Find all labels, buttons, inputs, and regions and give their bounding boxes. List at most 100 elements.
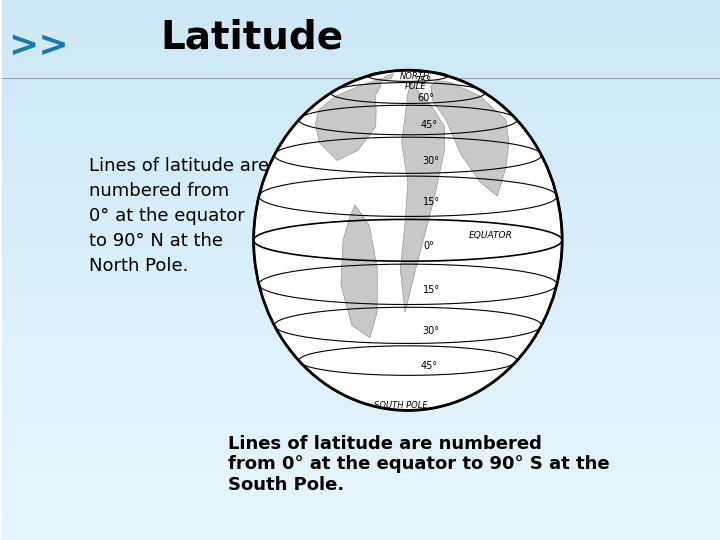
Bar: [2, 497, 720, 502]
Bar: [2, 59, 720, 65]
Bar: [2, 97, 720, 103]
Polygon shape: [315, 78, 382, 160]
Text: Lines of latitude are numbered
from 0° at the equator to 90° S at the
South Pole: Lines of latitude are numbered from 0° a…: [228, 435, 609, 494]
Bar: [2, 151, 720, 157]
Bar: [2, 313, 720, 319]
Bar: [2, 378, 720, 383]
Bar: [2, 427, 720, 432]
Bar: [2, 529, 720, 535]
Bar: [2, 394, 720, 400]
Bar: [2, 119, 720, 124]
Bar: [2, 189, 720, 194]
Bar: [2, 200, 720, 205]
Bar: [2, 27, 720, 32]
Bar: [2, 216, 720, 221]
Bar: [2, 43, 720, 49]
Polygon shape: [341, 205, 377, 338]
Bar: [2, 459, 720, 464]
Ellipse shape: [253, 70, 562, 410]
Text: 45°: 45°: [420, 361, 437, 371]
Bar: [2, 535, 720, 540]
Bar: [2, 367, 720, 373]
Bar: [2, 286, 720, 292]
Bar: [2, 259, 720, 265]
Bar: [2, 340, 720, 346]
Text: 60°: 60°: [418, 93, 435, 103]
Bar: [2, 108, 720, 113]
Text: EQUATOR: EQUATOR: [469, 232, 513, 240]
Polygon shape: [382, 74, 393, 80]
Bar: [2, 157, 720, 162]
Bar: [2, 70, 720, 76]
Bar: [2, 194, 720, 200]
Bar: [2, 86, 720, 92]
Bar: [2, 211, 720, 216]
Bar: [2, 124, 720, 130]
Bar: [2, 410, 720, 416]
Bar: [2, 92, 720, 97]
Text: 15°: 15°: [423, 285, 441, 295]
Bar: [2, 146, 720, 151]
Bar: [2, 81, 720, 86]
Bar: [2, 475, 720, 481]
Text: 15°: 15°: [423, 197, 441, 207]
Text: 30°: 30°: [422, 156, 439, 166]
Bar: [2, 167, 720, 173]
Bar: [2, 184, 720, 189]
Bar: [2, 178, 720, 184]
Bar: [2, 491, 720, 497]
Bar: [2, 518, 720, 524]
Polygon shape: [400, 83, 444, 312]
Bar: [2, 103, 720, 108]
Bar: [2, 389, 720, 394]
Bar: [2, 65, 720, 70]
Text: 45°: 45°: [420, 120, 437, 131]
Bar: [2, 308, 720, 313]
Bar: [2, 351, 720, 356]
Bar: [2, 464, 720, 470]
Text: 75°: 75°: [415, 76, 432, 86]
Bar: [2, 405, 720, 410]
Bar: [2, 238, 720, 243]
Bar: [2, 270, 720, 275]
Text: 0°: 0°: [424, 241, 435, 251]
Bar: [2, 319, 720, 324]
Bar: [2, 5, 720, 11]
Bar: [2, 227, 720, 232]
Bar: [2, 113, 720, 119]
Bar: [2, 38, 720, 43]
Bar: [2, 16, 720, 22]
Bar: [2, 335, 720, 340]
Bar: [2, 513, 720, 518]
Text: SOUTH POLE: SOUTH POLE: [374, 401, 428, 410]
Text: NORTH
POLE: NORTH POLE: [400, 72, 430, 91]
Bar: [2, 454, 720, 459]
Bar: [2, 400, 720, 405]
Bar: [2, 470, 720, 475]
Bar: [2, 383, 720, 389]
Bar: [2, 481, 720, 486]
Bar: [2, 281, 720, 286]
Bar: [2, 32, 720, 38]
Bar: [2, 162, 720, 167]
Bar: [2, 22, 720, 27]
Bar: [2, 221, 720, 227]
Bar: [2, 232, 720, 238]
Bar: [2, 54, 720, 59]
Bar: [2, 297, 720, 302]
Bar: [2, 302, 720, 308]
Polygon shape: [431, 80, 509, 196]
Bar: [2, 346, 720, 351]
Bar: [2, 524, 720, 529]
Bar: [2, 502, 720, 508]
Bar: [2, 432, 720, 437]
Bar: [2, 130, 720, 135]
Bar: [2, 243, 720, 248]
Bar: [2, 135, 720, 140]
Bar: [2, 254, 720, 259]
Text: Lines of latitude are
numbered from
0° at the equator
to 90° N at the
North Pole: Lines of latitude are numbered from 0° a…: [89, 157, 269, 275]
Bar: [2, 173, 720, 178]
Text: >>: >>: [8, 29, 68, 63]
Bar: [2, 76, 720, 81]
Bar: [2, 265, 720, 270]
